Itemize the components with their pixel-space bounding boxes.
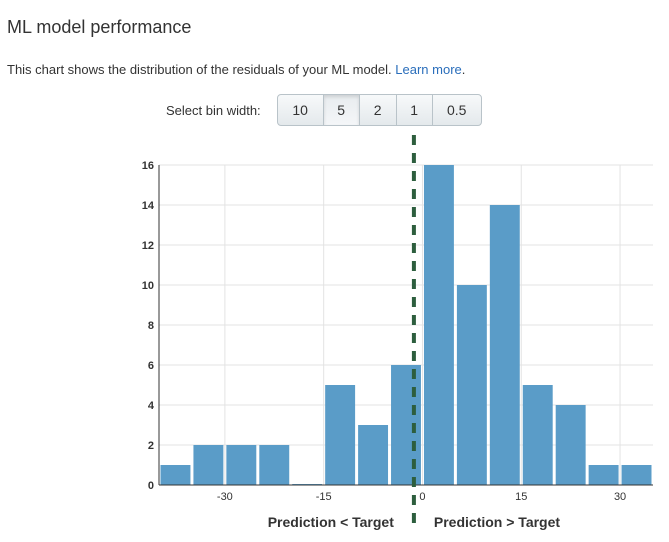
histogram-bar (358, 425, 389, 485)
y-tick-label: 10 (142, 280, 154, 292)
learn-more-link[interactable]: Learn more (395, 62, 462, 77)
histogram-bar (588, 465, 619, 485)
histogram-bar (226, 445, 257, 485)
histogram-bar (555, 405, 586, 485)
histogram-bar (391, 365, 421, 485)
x-tick-label: -30 (217, 491, 233, 503)
chart-axes: 0 2 4 6 8 10 12 14 16 -30 -15 0 15 30 (142, 160, 653, 503)
histogram-bars (160, 165, 652, 485)
histogram-bar (193, 445, 224, 485)
x-tick-label: -15 (316, 491, 332, 503)
histogram-bar (489, 205, 520, 485)
description-period: . (461, 62, 466, 77)
bin-width-10-button[interactable]: 10 (292, 102, 308, 118)
y-tick-label: 6 (148, 360, 154, 372)
bin-width-label: Select bin width: (166, 102, 261, 118)
prediction-above-target-label: Prediction > Target (434, 514, 560, 530)
histogram-bar (259, 445, 290, 485)
prediction-below-target-label: Prediction < Target (268, 514, 394, 530)
x-tick-label: 0 (419, 491, 425, 503)
y-tick-label: 0 (148, 480, 154, 492)
histogram-bar (423, 165, 454, 485)
x-tick-label: 30 (614, 491, 626, 503)
bin-width-5-button[interactable]: 5 (322, 95, 359, 125)
chart-labels: Prediction < Target Prediction > Target (268, 135, 560, 530)
histogram-bar (160, 465, 191, 485)
y-tick-label: 2 (148, 440, 154, 452)
page-title: ML model performance (7, 17, 192, 37)
bin-width-selector: Select bin width: 10 5 2 1 0.5 (166, 94, 482, 126)
bin-width-2-button[interactable]: 2 (358, 95, 396, 125)
y-tick-label: 4 (148, 400, 155, 412)
y-tick-label: 8 (148, 320, 154, 332)
bin-width-1-button[interactable]: 1 (395, 95, 432, 125)
chart-description: This chart shows the distribution of the… (7, 62, 465, 77)
y-tick-label: 14 (142, 200, 155, 212)
histogram-bar (325, 385, 356, 485)
x-tick-label: 15 (515, 491, 527, 503)
bin-width-0.5-button[interactable]: 0.5 (431, 95, 481, 125)
y-tick-label: 16 (142, 160, 154, 172)
histogram-bar (456, 285, 487, 485)
bin-width-button-group: 10 5 2 1 0.5 (276, 94, 482, 126)
y-tick-label: 12 (142, 240, 154, 252)
histogram-bar (621, 465, 652, 485)
description-text: This chart shows the distribution of the… (7, 62, 392, 77)
histogram-bar (522, 385, 553, 485)
